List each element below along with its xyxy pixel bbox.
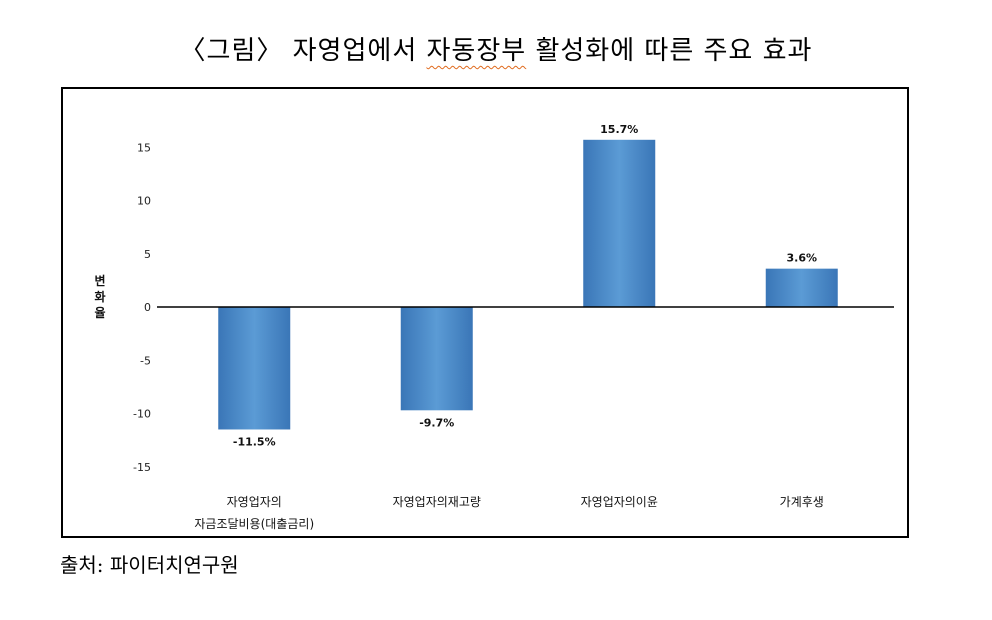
category-label: 자영업자의 bbox=[227, 495, 282, 509]
bar bbox=[218, 307, 291, 430]
title-part-1: 〈그림〉 자영업에서 bbox=[179, 36, 427, 66]
title-part-2: 활성화에 따른 주요 효과 bbox=[526, 36, 813, 66]
y-tick-label: 5 bbox=[144, 248, 151, 261]
bar-chart: 15 10 5 0 -5 -10 -15 변화율 -11.5% 자영업자의자금조달비용(대출금리)… bbox=[94, 123, 894, 531]
y-tick-label: -15 bbox=[133, 461, 151, 474]
data-label: -9.7% bbox=[419, 416, 454, 429]
category-label: 가계후생 bbox=[780, 495, 824, 509]
y-axis-label-char: 율 bbox=[94, 306, 105, 320]
y-axis-label-char: 변 bbox=[94, 273, 105, 288]
y-tick-label: 10 bbox=[137, 195, 151, 208]
title-underlined-term: 자동장부 bbox=[426, 36, 527, 66]
y-tick-label: 0 bbox=[144, 301, 151, 314]
bar bbox=[583, 139, 656, 307]
chart-title: 〈그림〉 자영업에서 자동장부 활성화에 따른 주요 효과 bbox=[0, 30, 992, 67]
category-label: 자금조달비용(대출금리) bbox=[194, 517, 314, 531]
data-label: 3.6% bbox=[786, 252, 817, 265]
data-label: -11.5% bbox=[233, 435, 276, 448]
bar bbox=[765, 268, 838, 307]
category-label: 자영업자의재고량 bbox=[393, 495, 481, 509]
source-note: 출처: 파이터치연구원 bbox=[60, 553, 239, 577]
y-tick-label: -10 bbox=[133, 408, 151, 421]
y-axis-label-char: 화 bbox=[94, 289, 105, 304]
data-label: 15.7% bbox=[600, 123, 638, 136]
category-label: 자영업자의이윤 bbox=[581, 495, 658, 509]
y-tick-label: 15 bbox=[137, 141, 151, 154]
y-tick-label: -5 bbox=[140, 354, 151, 367]
bar bbox=[400, 307, 473, 411]
